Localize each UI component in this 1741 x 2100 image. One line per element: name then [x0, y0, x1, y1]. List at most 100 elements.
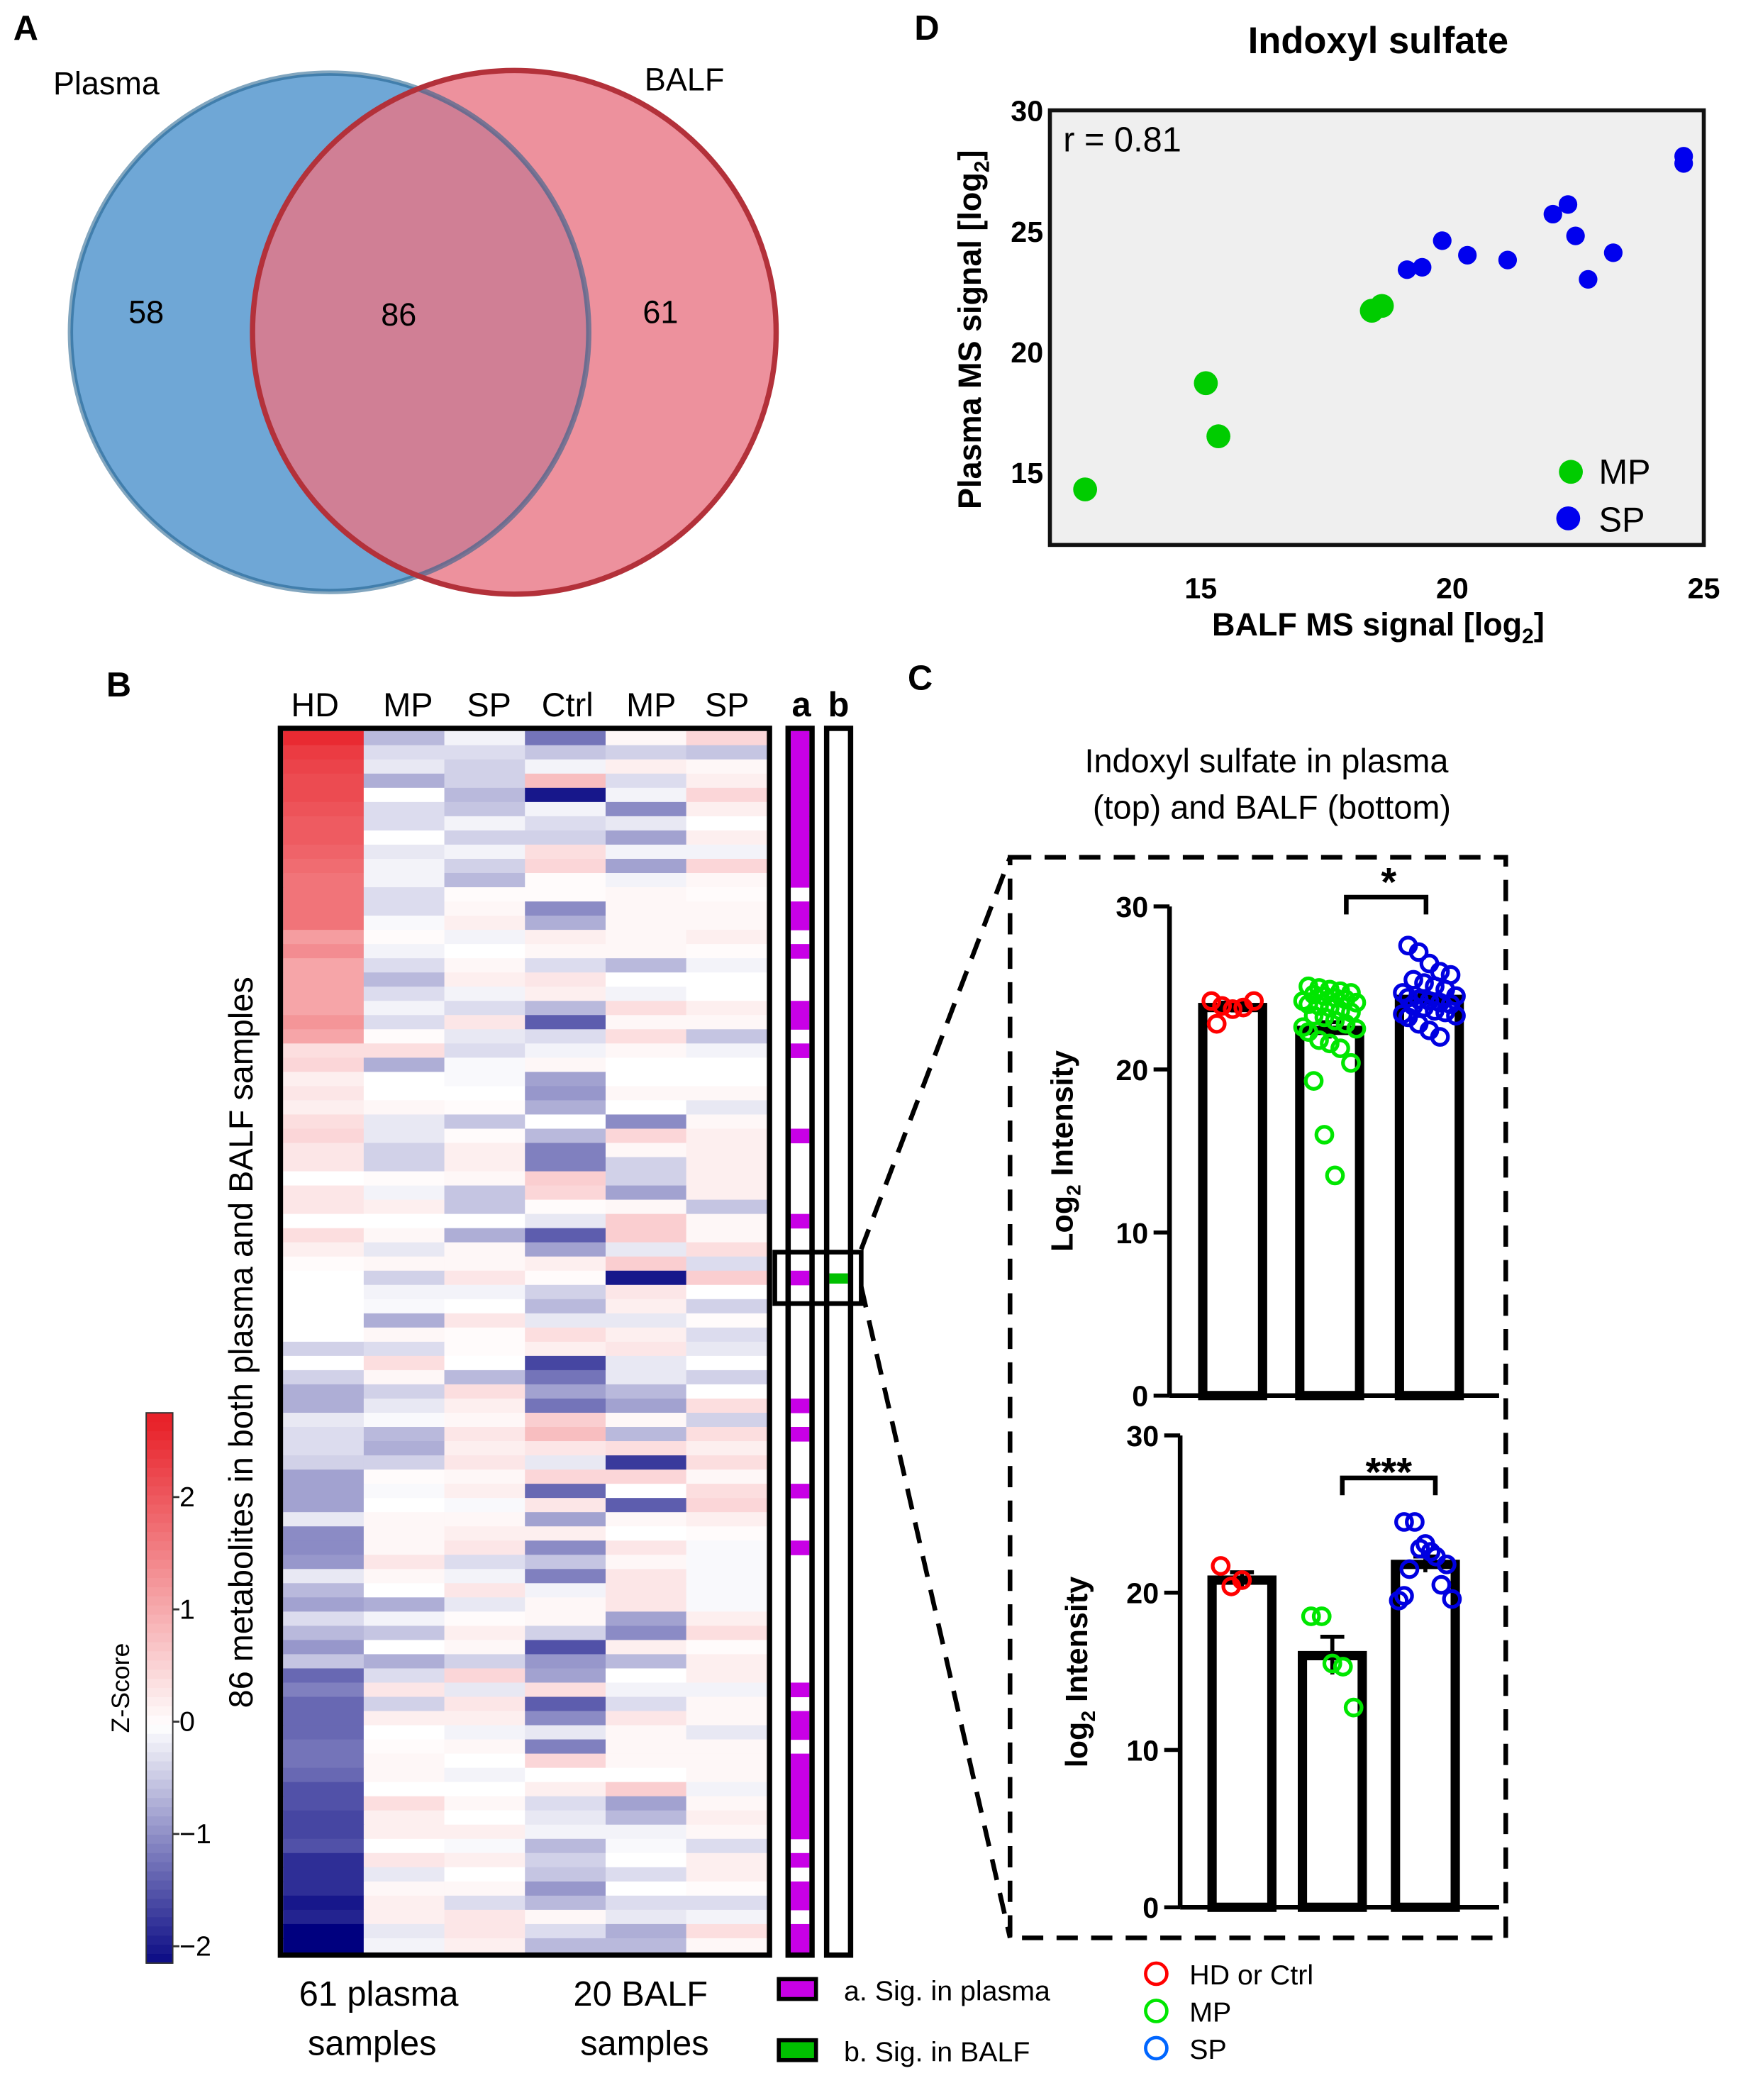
heatmap-cell: [444, 1072, 525, 1087]
heatmap-cell: [363, 1284, 445, 1300]
heatmap-cell: [686, 1569, 768, 1584]
heatmap-cell: [363, 1355, 445, 1371]
heatmap-cell: [283, 1299, 365, 1314]
heatmap-cell: [363, 887, 445, 902]
heatmap-cell: [363, 1441, 445, 1456]
heatmap-cell: [283, 858, 365, 874]
heatmap-cell: [283, 958, 365, 973]
heatmap-cell: [363, 958, 445, 973]
heatmap-cell: [686, 1470, 768, 1484]
y-tick-label: 10: [1126, 1734, 1159, 1767]
heatmap-cell: [283, 1213, 365, 1229]
heatmap-cell: [525, 816, 606, 831]
heatmap-cell: [444, 1341, 525, 1357]
heatmap-cell: [525, 1284, 606, 1300]
heatmap-cell: [525, 1270, 606, 1286]
heatmap-cell: [444, 1867, 525, 1882]
heatmap-cell: [444, 1057, 525, 1073]
sig-plasma-mark: [791, 1484, 810, 1499]
scatter-point-sp: [1458, 245, 1477, 265]
heatmap-cell: [525, 1057, 606, 1073]
heatmap-cell: [525, 830, 606, 845]
heatmap-cell: [605, 1640, 687, 1655]
heatmap-cell: [444, 1171, 525, 1187]
heatmap-cell: [283, 745, 365, 760]
heatmap-cell: [444, 745, 525, 760]
heatmap-cell: [525, 1370, 606, 1385]
heatmap-cell: [444, 1824, 525, 1840]
scatter-point-sp: [1413, 257, 1432, 277]
scatter-point-mp: [1369, 294, 1394, 318]
significance-bracket: [1344, 894, 1429, 915]
venn-plasma-outline: [67, 70, 591, 594]
heatmap-cell: [283, 1569, 365, 1584]
group-label-balf-2: samples: [580, 2024, 708, 2062]
heatmap-cell: [686, 987, 768, 1001]
y-tick-label: 20: [1126, 1577, 1159, 1610]
heatmap-cell: [283, 1484, 365, 1499]
heatmap-cell: [525, 1739, 606, 1755]
heatmap-cell: [525, 1100, 606, 1116]
heatmap-cell: [686, 1711, 768, 1726]
heatmap-cell: [363, 872, 445, 888]
heatmap-cell: [686, 1072, 768, 1087]
heatmap-cell: [444, 987, 525, 1001]
heatmap-cell: [686, 1284, 768, 1300]
heatmap-cell: [605, 1569, 687, 1584]
heatmap-cell: [605, 1512, 687, 1527]
heatmap-cell: [686, 1427, 768, 1442]
heatmap-cell: [686, 1540, 768, 1555]
data-point: [1435, 1002, 1455, 1023]
sig-plasma-mark: [791, 1881, 810, 1896]
bar-balf-y-label-rest: Intensity: [1060, 1577, 1094, 1711]
data-point: [1420, 1542, 1441, 1562]
heatmap-cell: [444, 972, 525, 987]
heatmap-cell: [525, 1128, 606, 1144]
colorbar-segment: [146, 1449, 173, 1460]
heatmap-cell: [444, 1128, 525, 1144]
heatmap-cell: [444, 1015, 525, 1030]
heatmap-cell: [444, 958, 525, 973]
data-point: [1320, 1033, 1340, 1054]
data-point: [1425, 1001, 1445, 1021]
heatmap-cell: [686, 1923, 768, 1939]
sig-plasma-mark: [791, 858, 810, 874]
heatmap-cell: [283, 1398, 365, 1413]
colorbar-segment: [146, 1523, 173, 1533]
scatter-point-sp: [1558, 195, 1578, 214]
heatmap-cell: [605, 745, 687, 760]
heatmap-cell: [363, 1782, 445, 1797]
heatmap-cell: [605, 887, 687, 902]
heatmap-cell: [605, 1654, 687, 1670]
sig-plasma-mark: [791, 1824, 810, 1840]
heatmap-cell: [525, 844, 606, 860]
heatmap-cell: [605, 916, 687, 930]
heatmap-cell: [686, 1114, 768, 1130]
heatmap-cell: [444, 1441, 525, 1456]
heatmap-cell: [605, 1128, 687, 1144]
heatmap-cell: [686, 1881, 768, 1896]
heatmap-cell: [605, 1923, 687, 1939]
heatmap-cell: [605, 1881, 687, 1896]
scatter-point-sp: [1543, 204, 1562, 224]
heatmap-cell: [363, 1767, 445, 1783]
heatmap-cell: [686, 1611, 768, 1627]
heatmap-cell: [283, 787, 365, 803]
heatmap-cell: [283, 1355, 365, 1371]
heatmap-cell: [444, 1782, 525, 1797]
heatmap-cell: [444, 872, 525, 888]
legend-mp-marker: [1559, 460, 1583, 484]
significance-columns: [791, 730, 848, 1953]
heatmap-cell: [686, 1455, 768, 1470]
panel-a: A Plasma BALF 58 86 61: [13, 9, 779, 597]
data-point: [1223, 999, 1243, 1019]
correlation-annotation: r = 0.81: [1063, 121, 1181, 160]
heatmap-cell: [605, 1867, 687, 1882]
heatmap-cell: [283, 1739, 365, 1755]
heatmap-cell: [605, 1114, 687, 1130]
heatmap-cell: [605, 1725, 687, 1740]
heatmap-cell: [686, 745, 768, 760]
heatmap-cell: [525, 1327, 606, 1343]
heatmap-cell: [444, 1313, 525, 1328]
heatmap-cell: [525, 1157, 606, 1172]
